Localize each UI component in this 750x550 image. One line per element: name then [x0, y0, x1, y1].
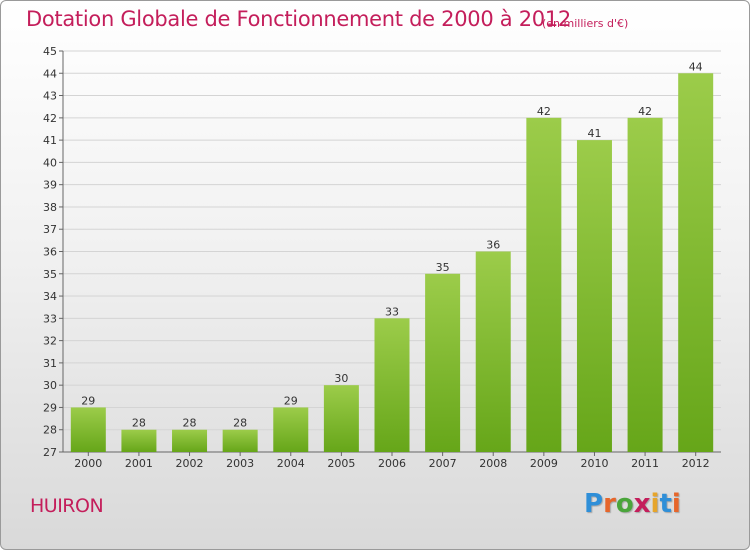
y-tick-label: 43: [43, 90, 57, 103]
bar-value-label: 28: [183, 417, 197, 430]
y-tick-label: 34: [43, 290, 57, 303]
y-tick-label: 40: [43, 156, 57, 169]
bars: 29 28 28 28 29 30 33 35 36 42 41 42 44: [70, 60, 714, 453]
y-tick-label: 42: [43, 112, 57, 125]
proxiti-logo[interactable]: Proxiti: [584, 489, 681, 519]
chart-title: Dotation Globale de Fonctionnement de 20…: [26, 7, 571, 31]
y-tick-label: 36: [43, 246, 57, 259]
x-tick-label: 2000: [74, 457, 102, 470]
y-tick-label: 39: [43, 179, 57, 192]
bar-2003: [222, 429, 258, 452]
y-tick-label: 35: [43, 268, 57, 281]
y-tick-label: 27: [43, 446, 57, 459]
y-tick-label: 33: [43, 312, 57, 325]
x-tick-label: 2005: [327, 457, 355, 470]
x-tick-label: 2002: [176, 457, 204, 470]
bar-value-label: 42: [638, 105, 652, 118]
bar-value-label: 36: [486, 239, 500, 252]
y-tick-label: 31: [43, 357, 57, 370]
bar-2001: [121, 429, 157, 452]
x-tick-label: 2007: [429, 457, 457, 470]
bar-2005: [323, 385, 359, 452]
bar-2010: [576, 140, 612, 452]
y-tick-label: 37: [43, 223, 57, 236]
bar-2000: [70, 407, 106, 452]
x-axis-labels: 2000 2001 2002 2003 2004 2005 2006 2007 2008 2009…: [74, 452, 710, 470]
y-tick-label: 45: [43, 45, 57, 58]
bar-2007: [425, 273, 461, 452]
x-tick-label: 2004: [277, 457, 305, 470]
y-tick-label: 29: [43, 401, 57, 414]
bar-2006: [374, 318, 410, 452]
logo-letter: i: [650, 489, 660, 519]
logo-letter: i: [671, 489, 681, 519]
logo-letter: r: [603, 489, 616, 519]
x-tick-label: 2008: [479, 457, 507, 470]
bar-2012: [678, 73, 714, 453]
bar-2011: [627, 117, 663, 452]
y-tick-label: 32: [43, 335, 57, 348]
bar-2002: [172, 429, 208, 452]
bar-value-label: 29: [284, 394, 298, 407]
bar-value-label: 35: [436, 261, 450, 274]
logo-letter: t: [659, 489, 672, 519]
bar-value-label: 33: [385, 305, 399, 318]
bar-value-label: 30: [334, 372, 348, 385]
y-tick-label: 30: [43, 379, 57, 392]
commune-name: HUIRON: [30, 495, 104, 517]
bar-value-label: 28: [132, 417, 146, 430]
x-tick-label: 2009: [530, 457, 558, 470]
bar-value-label: 29: [81, 394, 95, 407]
y-tick-label: 28: [43, 424, 57, 437]
x-tick-label: 2001: [125, 457, 153, 470]
bar-2008: [475, 251, 511, 452]
bar-value-label: 28: [233, 417, 247, 430]
y-axis: 27 28 29 30 31 32 33 34 35 36 37 38 39 40 41 42 43 44 45: [43, 45, 721, 459]
x-tick-label: 2006: [378, 457, 406, 470]
x-tick-label: 2010: [580, 457, 608, 470]
y-tick-label: 41: [43, 134, 57, 147]
bar-2009: [526, 117, 562, 452]
bar-value-label: 41: [587, 127, 601, 140]
bar-value-label: 44: [689, 60, 703, 73]
x-tick-label: 2003: [226, 457, 254, 470]
logo-letter: o: [615, 489, 634, 519]
x-tick-label: 2011: [631, 457, 659, 470]
logo-letter: x: [633, 489, 651, 519]
bar-value-label: 42: [537, 105, 551, 118]
y-tick-label: 44: [43, 67, 57, 80]
chart-subtitle: (en milliers d'€): [542, 17, 629, 30]
x-tick-label: 2012: [682, 457, 710, 470]
bar-2004: [273, 407, 309, 452]
y-tick-label: 38: [43, 201, 57, 214]
logo-letter: P: [584, 489, 604, 519]
